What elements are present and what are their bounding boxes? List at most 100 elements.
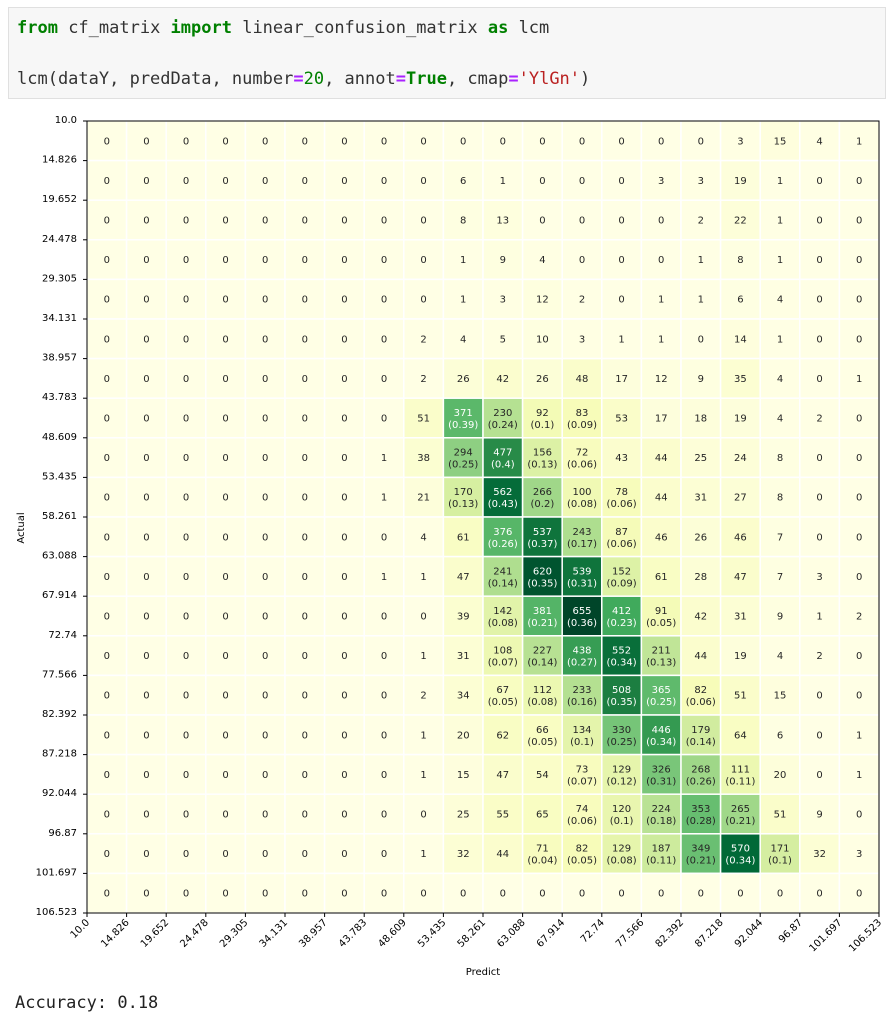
cell-count-label: 0 xyxy=(381,532,387,543)
cell-count-label: 0 xyxy=(341,136,347,147)
cell-count-label: 0 xyxy=(381,374,387,385)
heatmap-cell xyxy=(244,397,286,439)
cell-count-label: 0 xyxy=(262,255,268,266)
heatmap-cell xyxy=(403,595,445,637)
cell-count-label: 0 xyxy=(183,572,189,583)
heatmap-cell xyxy=(680,595,722,637)
cell-count-label: 53 xyxy=(615,414,628,425)
cell-count-label: 326 xyxy=(652,764,671,775)
x-tick-label: 19.652 xyxy=(139,917,172,950)
heatmap-cell xyxy=(442,714,484,756)
cell-count-label: 0 xyxy=(222,572,228,583)
cell-count-label: 26 xyxy=(536,374,549,385)
heatmap-cell xyxy=(601,555,643,597)
true-value: True xyxy=(405,69,447,89)
cell-proportion-label: (0.07) xyxy=(488,658,518,669)
cell-count-label: 224 xyxy=(652,804,671,815)
cell-count-label: 0 xyxy=(381,651,387,662)
heatmap-cell xyxy=(165,318,207,360)
confusion-matrix-heatmap: 0 0 0 0 0 0 0 0 0 0 0 0 0 0 0 0 3 15 4 10 0 0 0 0 0 0 0 0 6 1 0 0 0 3 3 19 1… xyxy=(16,115,884,978)
cell-count-label: 3 xyxy=(698,176,704,187)
cell-count-label: 0 xyxy=(539,136,545,147)
cell-count-label: 562 xyxy=(493,487,512,498)
cell-count-label: 31 xyxy=(694,493,707,504)
cell-count-label: 0 xyxy=(698,889,704,900)
cell-count-label: 67 xyxy=(496,685,509,696)
heatmap-cell xyxy=(86,437,128,479)
cell-count-label: 0 xyxy=(222,414,228,425)
cell-count-label: 233 xyxy=(572,685,591,696)
cell-proportion-label: (0.2) xyxy=(531,499,555,510)
heatmap-cell xyxy=(284,120,326,162)
cell-count-label: 0 xyxy=(104,453,110,464)
cell-count-label: 1 xyxy=(816,612,822,623)
x-tick-label: 24.478 xyxy=(178,917,211,950)
heatmap-cell xyxy=(442,516,484,558)
cell-count-label: 0 xyxy=(856,532,862,543)
cell-count-label: 0 xyxy=(302,691,308,702)
heatmap-cell xyxy=(680,437,722,479)
cell-count-label: 3 xyxy=(737,136,743,147)
cell-count-label: 0 xyxy=(262,216,268,227)
heatmap-cell xyxy=(125,674,167,716)
function-name: linear_confusion_matrix xyxy=(231,18,488,38)
cell-count-label: 0 xyxy=(302,374,308,385)
cell-count-label: 179 xyxy=(691,725,710,736)
cell-count-label: 0 xyxy=(381,691,387,702)
cell-count-label: 7 xyxy=(777,532,783,543)
heatmap-cell xyxy=(719,476,761,518)
cell-count-label: 2 xyxy=(420,334,426,345)
cell-count-label: 0 xyxy=(302,334,308,345)
y-tick-label: 38.957 xyxy=(42,353,77,364)
cell-count-label: 0 xyxy=(341,691,347,702)
cell-proportion-label: (0.16) xyxy=(567,697,597,708)
cell-count-label: 0 xyxy=(222,770,228,781)
heatmap-cell xyxy=(640,753,682,795)
cell-count-label: 47 xyxy=(496,770,509,781)
heatmap-cell xyxy=(601,476,643,518)
heatmap-cell xyxy=(640,239,682,281)
heatmap-cell xyxy=(561,239,603,281)
heatmap-cell xyxy=(640,635,682,677)
cell-count-label: 9 xyxy=(500,255,506,266)
heatmap-cell xyxy=(680,278,722,320)
cell-count-label: 0 xyxy=(381,176,387,187)
cell-count-label: 0 xyxy=(341,453,347,464)
heatmap-cell xyxy=(719,674,761,716)
cell-count-label: 438 xyxy=(572,646,591,657)
cell-count-label: 44 xyxy=(496,849,509,860)
cell-count-label: 0 xyxy=(262,730,268,741)
y-tick-label: 96.87 xyxy=(48,828,77,839)
code-line-import: from cf_matrix import linear_confusion_m… xyxy=(17,18,549,38)
cell-count-label: 1 xyxy=(777,255,783,266)
heatmap-cell xyxy=(323,278,365,320)
cell-count-label: 2 xyxy=(698,216,704,227)
y-tick-label: 77.566 xyxy=(42,669,77,680)
code-cell[interactable]: from cf_matrix import linear_confusion_m… xyxy=(8,7,886,99)
cell-count-label: 66 xyxy=(536,725,549,736)
cell-count-label: 24 xyxy=(734,453,747,464)
cell-count-label: 0 xyxy=(658,255,664,266)
cell-count-label: 25 xyxy=(457,810,470,821)
cell-count-label: 265 xyxy=(731,804,750,815)
cell-count-label: 1 xyxy=(698,255,704,266)
cell-proportion-label: (0.06) xyxy=(607,499,637,510)
cell-count-label: 3 xyxy=(579,334,585,345)
heatmap-cell xyxy=(799,674,841,716)
cell-count-label: 539 xyxy=(572,566,591,577)
cell-count-label: 1 xyxy=(381,572,387,583)
cell-count-label: 0 xyxy=(143,136,149,147)
cell-count-label: 0 xyxy=(420,612,426,623)
cell-count-label: 0 xyxy=(262,136,268,147)
cell-count-label: 15 xyxy=(774,136,787,147)
cell-proportion-label: (0.21) xyxy=(686,856,716,867)
cell-count-label: 0 xyxy=(420,295,426,306)
cell-count-label: 13 xyxy=(496,216,509,227)
heatmap-cell xyxy=(719,516,761,558)
cell-proportion-label: (0.06) xyxy=(686,697,716,708)
heatmap-cell xyxy=(521,516,563,558)
cell-proportion-label: (0.1) xyxy=(570,737,594,748)
heatmap-cell xyxy=(759,595,801,637)
heatmap-cell xyxy=(363,437,405,479)
cell-count-label: 0 xyxy=(222,453,228,464)
